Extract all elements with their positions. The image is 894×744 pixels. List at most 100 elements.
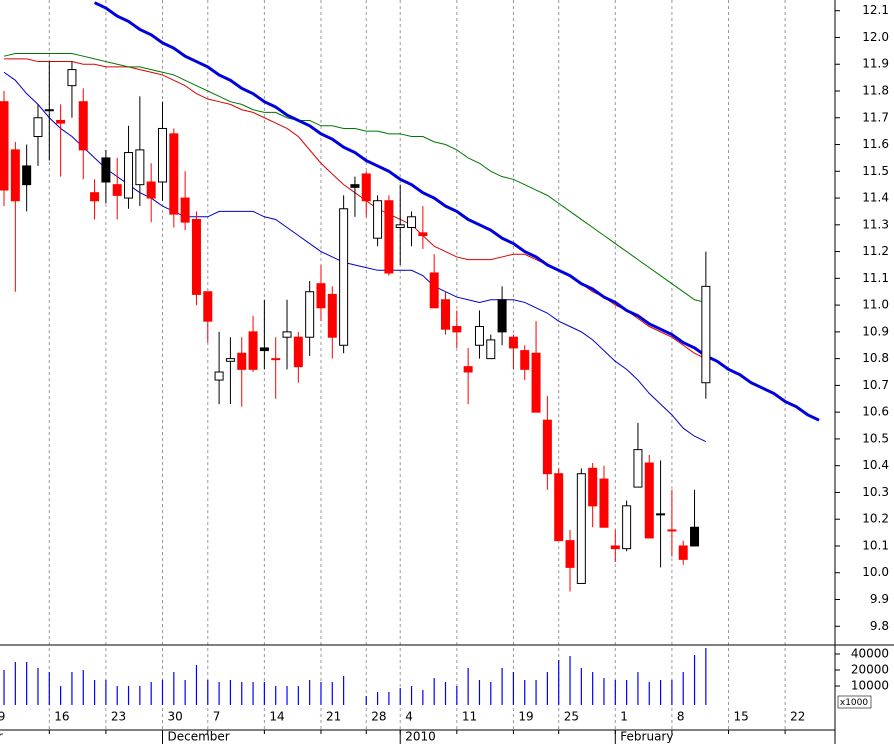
x-tick-label: 23 [111,710,126,724]
month-label: 2010 [405,730,436,744]
line-series [93,1,820,422]
candle-body [656,513,666,516]
volume-tick-label: 10000 [851,679,889,693]
candle-body [67,69,77,87]
y-tick-label: 11.9 [862,57,889,71]
candle-body [576,473,586,584]
unit-box [837,695,872,709]
candle-body [22,165,32,186]
candle-body [497,299,507,333]
candle-body [384,200,394,274]
y-tick-label: 12.0 [862,30,889,44]
volume-tick-label: 40000 [851,646,889,660]
candle-body [395,224,405,228]
candle-body [633,449,643,488]
candle-body [248,331,258,370]
candle-body [542,419,552,475]
y-tick-label: 10.8 [862,351,889,365]
x-tick-label: 25 [564,710,579,724]
y-tick-label: 11.2 [862,244,889,258]
x-tick-label: 21 [326,710,341,724]
candle-body [452,326,462,333]
y-tick-label: 11.0 [862,298,889,312]
volume-panel [3,647,707,705]
candle-body [407,216,417,228]
x-tick-label: 14 [269,710,284,724]
candle-body [361,173,371,202]
candle-body [486,339,496,360]
candle-body [237,352,247,370]
x-tick-label: 4 [405,710,413,724]
candle-body [373,200,383,239]
y-tick-label: 10.0 [862,565,889,579]
x-tick-label: 9 [0,710,5,724]
x-tick-label: 22 [790,710,805,724]
candle-body [305,291,315,338]
y-tick-label: 11.5 [862,164,889,178]
y-tick-label: 10.5 [862,431,889,445]
candle-body [429,272,439,309]
volume-tick-label: 20000 [851,663,889,677]
x-tick-label: 7 [213,710,221,724]
candle-body [282,331,292,338]
y-tick-label: 9.9 [870,592,889,606]
month-label: r [0,730,3,744]
x-tick-label: 16 [54,710,69,724]
candle-body [508,336,518,349]
candle-body [158,127,167,183]
candle-body [124,152,134,199]
line-series [3,71,707,443]
y-tick-label: 11.8 [862,83,889,97]
grid [48,0,786,730]
candle-body [418,232,428,237]
y-tick-label: 10.6 [862,405,889,419]
y-tick-label: 11.1 [862,271,889,285]
x-tick-label: 11 [462,710,477,724]
candle-body [259,347,269,352]
candle-body [0,101,9,191]
y-tick-label: 11.3 [862,217,889,231]
line-series [3,53,706,303]
candle-body [327,293,337,338]
month-label: December [168,730,230,744]
candle-body [78,101,88,151]
y-tick-label: 10.4 [862,458,889,472]
x-tick-label: 8 [677,710,685,724]
candle-body [112,184,122,196]
candle-body [610,545,620,550]
candle-body [701,285,711,384]
candle-body [644,462,654,539]
candle-body [599,478,609,528]
x-tick-label: 15 [734,710,749,724]
x-tick-label: 30 [168,710,183,724]
x-tick-label: 28 [371,710,386,724]
candle-body [690,526,700,547]
candle-body [339,208,349,346]
y-tick-label: 10.3 [862,485,889,499]
candle-body [101,157,111,183]
candle-body [520,350,530,370]
candle-body [90,192,100,202]
candle-body [56,119,66,124]
candle-body [565,540,575,568]
candle-body [44,109,54,112]
candle-body [203,291,213,322]
x-tick-label: 1 [620,710,628,724]
candle-body [135,149,145,186]
candle-body [531,352,541,413]
y-tick-label: 9.8 [870,619,889,633]
candle-body [146,181,156,199]
candle-body [678,545,688,560]
candle-body [33,117,43,137]
candle-body [191,218,201,295]
candle-body [441,299,450,330]
candle-body [225,358,235,362]
candle-body [350,184,360,188]
candle-body [271,358,281,361]
month-label: February [620,730,673,744]
candle-body [474,326,484,346]
y-tick-label: 11.7 [862,110,889,124]
candle-body [316,283,326,309]
